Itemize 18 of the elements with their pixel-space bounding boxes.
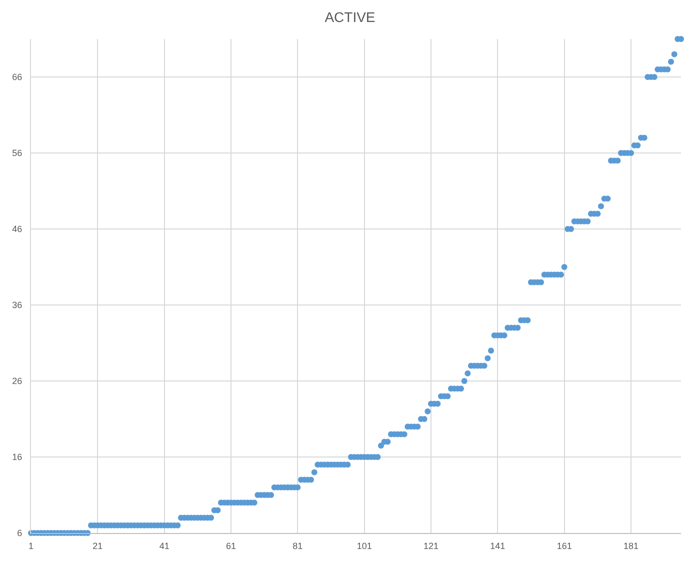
y-tick-label: 46 xyxy=(12,224,22,234)
x-tick-label: 141 xyxy=(490,540,506,551)
x-tick-label: 161 xyxy=(556,540,572,551)
y-tick-label: 6 xyxy=(17,528,22,538)
x-tick-label: 21 xyxy=(92,540,103,551)
x-tick-label: 101 xyxy=(356,540,372,551)
chart-title: ACTIVE xyxy=(324,8,376,25)
y-tick-label: 26 xyxy=(12,376,22,386)
y-tick-label: 16 xyxy=(12,452,22,462)
x-tick-label: 61 xyxy=(226,540,236,551)
y-tick-label: 56 xyxy=(12,148,22,158)
x-tick-label: 1 xyxy=(28,540,34,551)
x-tick-label: 41 xyxy=(159,540,170,551)
y-tick-label: 36 xyxy=(12,300,22,310)
x-tick-label: 181 xyxy=(623,540,639,551)
y-tick-label: 66 xyxy=(12,72,22,82)
x-tick-label: 81 xyxy=(292,540,303,551)
x-tick-label: 121 xyxy=(423,540,439,551)
